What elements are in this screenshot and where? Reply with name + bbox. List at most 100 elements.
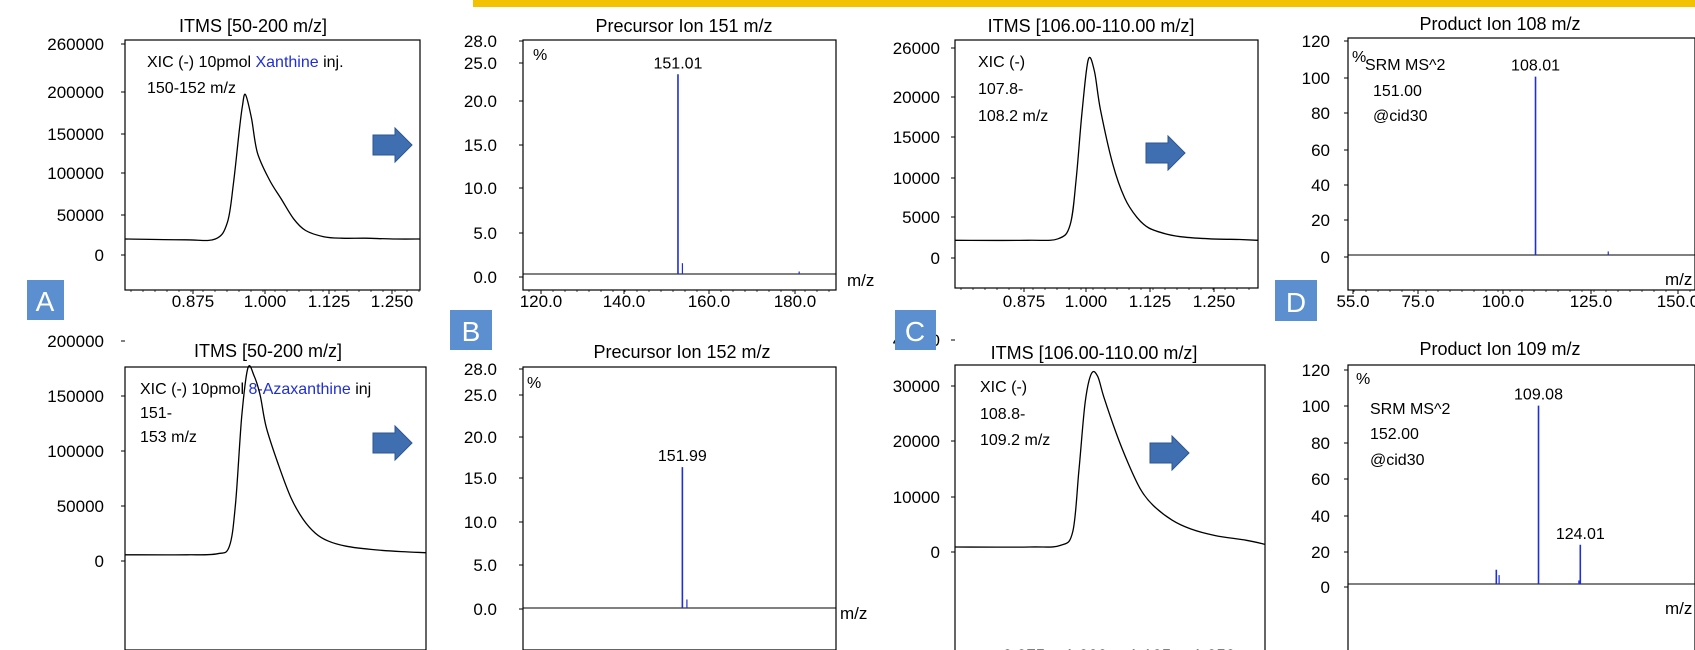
chart-c1-frame (954, 39, 1259, 289)
chart-c2-y-tick-label: 0 (931, 543, 940, 562)
chart-c2-annotation: XIC (-) (980, 379, 1027, 396)
chart-b2-y-tick-label: 0.0 (473, 600, 497, 619)
chart-b1-x-tick-label: 120.0 (520, 292, 563, 311)
chart-d1-y-tick-label: 0 (1321, 248, 1330, 267)
chart-d2-frame (1347, 364, 1695, 650)
chart-b2-title: Precursor Ion 152 m/z (593, 342, 770, 362)
chart-a1-annotation-line: 150-152 m/z (147, 80, 236, 97)
chart-b1-y-tick-label: 5.0 (473, 224, 497, 243)
chart-a1-annotation: XIC (-) 10pmol Xanthine inj. (147, 54, 344, 71)
chart-a1-y-tick-label: 150000 (47, 125, 104, 144)
chart-c1-x-tick-label: 1.125 (1129, 292, 1172, 311)
chart-c1-y-tick-label: 26000 (893, 39, 940, 58)
chart-b2-y-tick-label: 28.0 (464, 360, 497, 379)
chart-a1-x-tick-label: 0.875 (172, 292, 215, 311)
chart-a2: ITMS [50-200 m/z] XIC (-) 10pmol 8-Azaxa… (47, 332, 427, 650)
chart-d1-annotation-line-2: 151.00 (1373, 83, 1422, 100)
panel-label-d: D (1275, 280, 1317, 321)
chart-b2-y-tick-label: 15.0 (464, 469, 497, 488)
chart-c2-frame (954, 364, 1266, 650)
chart-a2-series-line (124, 365, 427, 556)
chart-b1-y-tick-label: 25.0 (464, 54, 497, 73)
panel-label-a: A (27, 280, 64, 320)
chart-d2-annotation-line-1: SRM MS^2 (1370, 401, 1451, 418)
chart-b2: Precursor Ion 152 m/z % m/z 0.0 5.0 10.0 15… (464, 342, 867, 650)
chart-a1-annotation-suffix: inj. (319, 54, 344, 71)
chart-b1-frame (522, 39, 837, 291)
chart-d1-x-tick-label: 125.0 (1570, 292, 1613, 311)
chart-a1-y-tick-label: 260000 (47, 35, 104, 54)
chart-c2-series-line (954, 370, 1266, 548)
chart-a2-annotation-line-2: 153 m/z (140, 429, 197, 446)
chart-d1-x-tick-label: 75.0 (1401, 292, 1434, 311)
chart-a2-annotation-suffix: inj (351, 381, 371, 398)
chart-b2-y-tick-label: 20.0 (464, 428, 497, 447)
chart-b2-y-tick-label: 25.0 (464, 386, 497, 405)
chart-c2-x-tick-label: 0.875 (1003, 646, 1046, 650)
chart-a2-annotation: XIC (-) 10pmol 8-Azaxanthine inj (140, 381, 371, 398)
chart-c1-annotation-line-2: 108.2 m/z (978, 108, 1048, 125)
chart-d2-y-tick-label: 0 (1321, 578, 1330, 597)
flow-arrow-icon (372, 126, 413, 164)
chart-c2-annotation-line-2: 109.2 m/z (980, 432, 1050, 449)
chart-d1-x-tick-label: 100.0 (1482, 292, 1525, 311)
accent-bar (473, 0, 1695, 7)
chart-b1-y-tick-label: 10.0 (464, 179, 497, 198)
chart-c2-title: ITMS [106.00-110.00 m/z] (991, 343, 1198, 363)
svg-text:D: D (1286, 287, 1306, 318)
chart-c1-title: ITMS [106.00-110.00 m/z] (988, 16, 1195, 36)
chart-d2-peak-label: 109.08 (1514, 387, 1563, 404)
chart-c1-annotation: XIC (-) (978, 54, 1025, 71)
chart-c1-series-line (954, 56, 1259, 242)
flow-arrow-icon (372, 424, 413, 462)
chart-c2-y-tick-label: 20000 (893, 432, 940, 451)
chart-d2-annotation-line-3: @cid30 (1370, 452, 1425, 469)
chart-d2-peak-label: 124.01 (1556, 526, 1605, 543)
chart-b1-title: Precursor Ion 151 m/z (595, 16, 772, 36)
svg-text:A: A (36, 286, 55, 317)
chart-b2-pct-label: % (527, 375, 541, 392)
chart-a1: ITMS [50-200 m/z] 0 50000 100000 150000 2000… (47, 16, 421, 311)
chart-d2-y-tick-label: 100 (1302, 397, 1330, 416)
chart-b1-y-tick-label: 28.0 (464, 32, 497, 51)
chart-c1-y-tick-label: 15000 (893, 128, 940, 147)
chart-a2-annotation-line-1: 151- (140, 405, 172, 422)
chart-d1-peak-label: 108.01 (1511, 58, 1560, 75)
chart-b1-x-tick-label: 140.0 (603, 292, 646, 311)
chart-a1-title: ITMS [50-200 m/z] (179, 16, 327, 36)
chart-c2-x-tick-label: 1.000 (1065, 646, 1108, 650)
chart-d2-annotation-line-2: 152.00 (1370, 426, 1419, 443)
svg-text:C: C (905, 316, 925, 347)
chart-a1-frame (124, 39, 421, 291)
chart-b1: Precursor Ion 151 m/z % m/z 0.0 5.0 10.0 15… (464, 16, 874, 311)
chart-a1-compound: Xanthine (255, 54, 318, 71)
chart-a2-y-tick-label: 200000 (47, 332, 104, 351)
chart-d1-y-tick-label: 80 (1311, 104, 1330, 123)
chart-a1-x-tick-label: 1.125 (308, 292, 351, 311)
chart-b1-pct-label: % (533, 47, 547, 64)
chart-d2-y-tick-label: 120 (1302, 361, 1330, 380)
chart-c2-y-tick-label: 10000 (893, 488, 940, 507)
chart-c2-x-tick-label: 1.250 (1193, 646, 1236, 650)
chart-d2-pct-label: % (1356, 371, 1370, 388)
chart-b1-y-tick-label: 20.0 (464, 92, 497, 111)
chart-d2: Product Ion 109 m/z % SRM MS^2 152.00 @c… (1302, 339, 1695, 650)
chart-d2-y-tick-label: 20 (1311, 543, 1330, 562)
chart-a2-annotation-prefix: XIC (-) 10pmol (140, 381, 248, 398)
chart-d2-y-tick-label: 80 (1311, 434, 1330, 453)
chart-d1-axis-unit: m/z (1665, 270, 1692, 289)
chart-a2-compound: 8-Azaxanthine (248, 381, 350, 398)
chart-b2-y-tick-label: 10.0 (464, 513, 497, 532)
chart-b1-peak-label: 151.01 (654, 55, 703, 72)
chart-a2-y-tick-label: 100000 (47, 442, 104, 461)
chart-a1-x-tick-label: 1.250 (371, 292, 414, 311)
chart-a1-y-tick-label: 100000 (47, 164, 104, 183)
chart-c1: ITMS [106.00-110.00 m/z] XIC (-) 107.8- … (893, 16, 1259, 311)
chart-b1-y-tick-label: 0.0 (473, 268, 497, 287)
chart-a2-y-tick-label: 0 (95, 552, 104, 571)
chart-d1-y-tick-label: 120 (1302, 32, 1330, 51)
chart-d1-x-tick-label: 55.0 (1336, 292, 1369, 311)
flow-arrow-icon (1149, 434, 1190, 472)
panel-label-c: C (895, 310, 936, 350)
